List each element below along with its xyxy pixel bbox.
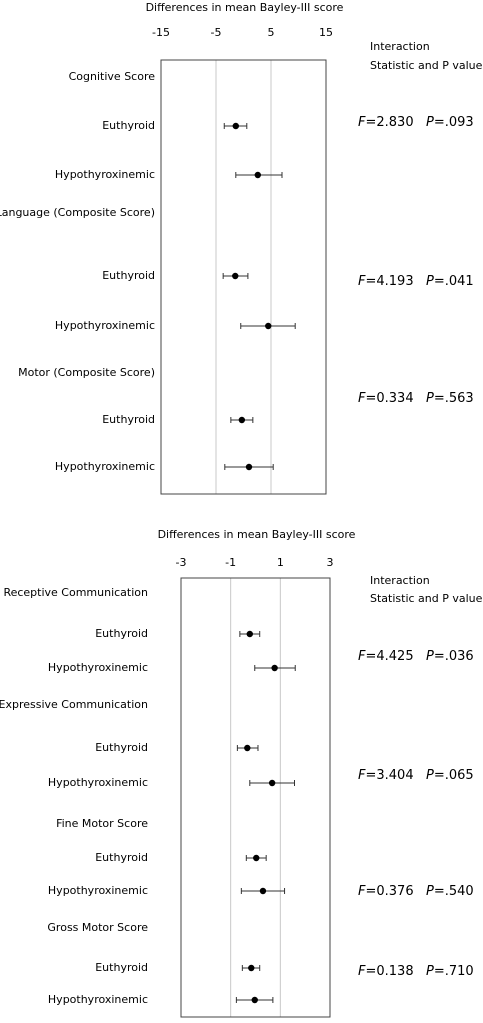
x-tick-label: -15 bbox=[152, 26, 170, 39]
interaction-stat: F=3.404 bbox=[358, 768, 414, 783]
stat-header: Statistic and P value bbox=[370, 59, 483, 72]
x-tick-label: -5 bbox=[211, 26, 222, 39]
interaction-stat: P=.036 bbox=[426, 649, 474, 664]
row-label: Euthyroid bbox=[102, 269, 155, 282]
x-tick-label: 3 bbox=[327, 556, 334, 569]
estimate-point bbox=[245, 463, 253, 471]
interaction-stat: F=0.334 bbox=[358, 391, 414, 406]
x-tick-label: -1 bbox=[225, 556, 236, 569]
estimate-point bbox=[232, 122, 239, 130]
estimate-point bbox=[271, 664, 278, 672]
estimate-point bbox=[254, 171, 261, 179]
x-axis-label: Differences in mean Bayley-III score bbox=[146, 1, 344, 14]
interaction-stat: P=.563 bbox=[426, 391, 474, 406]
row-label: Hypothyroxinemic bbox=[48, 884, 148, 897]
plot-frame bbox=[160, 59, 327, 495]
stat-header: Statistic and P value bbox=[370, 592, 483, 605]
interaction-stat: F=4.193 bbox=[358, 274, 414, 289]
estimate-point bbox=[268, 779, 276, 787]
row-label: Language (Composite Score) bbox=[0, 206, 155, 219]
estimate-point bbox=[238, 416, 246, 424]
stat-header: Interaction bbox=[370, 574, 430, 587]
x-tick-label: 1 bbox=[277, 556, 284, 569]
row-label: Hypothyroxinemic bbox=[48, 993, 148, 1006]
row-label: Hypothyroxinemic bbox=[55, 168, 155, 181]
estimate-point bbox=[253, 854, 260, 862]
estimate-point bbox=[232, 272, 239, 280]
row-label: Receptive Communication bbox=[3, 586, 148, 599]
interaction-stat: P=.041 bbox=[426, 274, 474, 289]
interaction-stat: F=0.138 bbox=[358, 964, 414, 979]
estimate-point bbox=[246, 630, 253, 638]
estimate-point bbox=[251, 996, 258, 1004]
x-tick-label: 5 bbox=[268, 26, 275, 39]
row-label: Euthyroid bbox=[95, 741, 148, 754]
interaction-stat: P=.710 bbox=[426, 964, 474, 979]
row-label: Euthyroid bbox=[95, 627, 148, 640]
row-label: Hypothyroxinemic bbox=[48, 776, 148, 789]
estimate-point bbox=[259, 887, 267, 895]
estimate-point bbox=[248, 964, 255, 972]
plot-frame bbox=[180, 577, 331, 1018]
interaction-stat: P=.540 bbox=[426, 884, 474, 899]
row-label: Expressive Communication bbox=[0, 698, 148, 711]
interaction-stat: P=.093 bbox=[426, 115, 474, 130]
row-label: Fine Motor Score bbox=[56, 817, 148, 830]
row-label: Cognitive Score bbox=[69, 70, 156, 83]
x-tick-label: 15 bbox=[319, 26, 333, 39]
interaction-stat: F=0.376 bbox=[358, 884, 414, 899]
row-label: Hypothyroxinemic bbox=[48, 661, 148, 674]
row-label: Hypothyroxinemic bbox=[55, 319, 155, 332]
estimate-point bbox=[265, 322, 272, 330]
row-label: Motor (Composite Score) bbox=[18, 366, 155, 379]
x-axis-label: Differences in mean Bayley-III score bbox=[158, 528, 356, 541]
estimate-point bbox=[244, 744, 251, 752]
row-label: Euthyroid bbox=[102, 413, 155, 426]
interaction-stat: P=.065 bbox=[426, 768, 474, 783]
interaction-stat: F=4.425 bbox=[358, 649, 414, 664]
row-label: Euthyroid bbox=[102, 119, 155, 132]
row-label: Euthyroid bbox=[95, 851, 148, 864]
interaction-stat: F=2.830 bbox=[358, 115, 414, 130]
stat-header: Interaction bbox=[370, 40, 430, 53]
row-label: Hypothyroxinemic bbox=[55, 460, 155, 473]
x-tick-label: -3 bbox=[176, 556, 187, 569]
row-label: Euthyroid bbox=[95, 961, 148, 974]
row-label: Gross Motor Score bbox=[47, 921, 148, 934]
